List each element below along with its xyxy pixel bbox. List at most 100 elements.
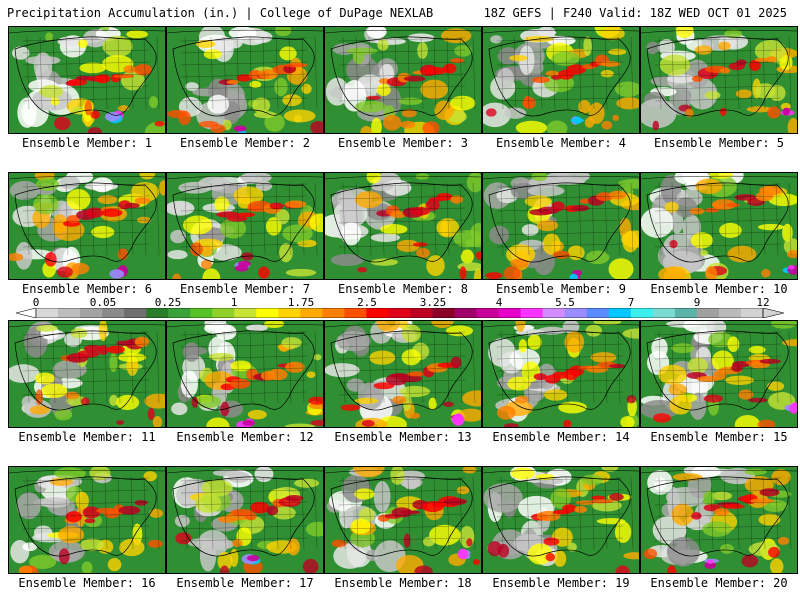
member-label: Ensemble Member: 8 [337,282,469,296]
header: Precipitation Accumulation (in.) | Colle… [0,0,800,24]
legend-swatch [322,308,345,318]
legend-tick-label: 3.25 [419,296,447,309]
ensemble-panel: Ensemble Member: 15 [640,320,798,444]
legend-swatch [652,308,676,318]
legend-tick-label: 7 [627,296,635,309]
legend-swatch [168,308,191,318]
precip-map [482,172,640,280]
ensemble-panel: Ensemble Member: 18 [324,466,482,590]
legend-swatch [278,308,301,318]
member-label: Ensemble Member: 20 [650,576,788,590]
legend-arrow-left [15,308,37,318]
legend-outline [35,308,764,318]
run-info: 18Z GEFS | F240 Valid: 18Z WED OCT 01 20… [483,6,787,20]
precip-map [324,466,482,574]
member-label: Ensemble Member: 6 [21,282,153,296]
ensemble-panel: Ensemble Member: 12 [166,320,324,444]
legend-tick-label: 0 [32,296,40,309]
legend-colorbar [15,308,785,318]
legend-swatch [674,308,698,318]
precip-map [482,26,640,134]
legend-arrow-right [762,308,785,318]
ensemble-panel: Ensemble Member: 6 [8,172,166,296]
legend-swatch [740,308,764,318]
member-label: Ensemble Member: 19 [492,576,630,590]
page-title: Precipitation Accumulation (in.) | Colle… [7,6,434,20]
legend-swatch [146,308,169,318]
legend-swatch [212,308,235,318]
precip-map [166,320,324,428]
legend-tick-label: 2.5 [357,296,377,309]
legend-swatch [234,308,257,318]
legend-swatch [454,308,477,318]
ensemble-panel: Ensemble Member: 4 [482,26,640,150]
precip-map [482,466,640,574]
legend-swatch [498,308,521,318]
ensemble-panel: Ensemble Member: 8 [324,172,482,296]
legend-tick-label: 1 [230,296,238,309]
precip-map [166,466,324,574]
legend-swatch [696,308,720,318]
member-label: Ensemble Member: 18 [334,576,472,590]
precip-map [640,172,798,280]
member-label: Ensemble Member: 1 [21,136,153,150]
legend-swatch [520,308,543,318]
precip-map [640,466,798,574]
member-label: Ensemble Member: 13 [334,430,472,444]
precip-map [8,466,166,574]
member-label: Ensemble Member: 7 [179,282,311,296]
member-label: Ensemble Member: 3 [337,136,469,150]
legend-swatch [36,308,59,318]
precip-map [324,26,482,134]
legend-swatch [718,308,742,318]
member-label: Ensemble Member: 2 [179,136,311,150]
legend-tick-label: 5.5 [555,296,575,309]
legend-swatch [80,308,103,318]
ensemble-panel: Ensemble Member: 10 [640,172,798,296]
legend-swatch [476,308,499,318]
ensemble-panel: Ensemble Member: 20 [640,466,798,590]
member-label: Ensemble Member: 14 [492,430,630,444]
precip-map [324,172,482,280]
precip-map [482,320,640,428]
legend-swatch [366,308,389,318]
legend-swatch [586,308,610,318]
member-label: Ensemble Member: 16 [18,576,156,590]
ensemble-panel: Ensemble Member: 11 [8,320,166,444]
legend-swatch [432,308,455,318]
precip-legend: 0 0.05 0.25 1 1.75 2.5 3.25 4 5.5 7 9 12 [0,296,800,318]
legend-swatch [410,308,433,318]
legend-tick-label: 12 [756,296,770,309]
legend-swatch [630,308,654,318]
ensemble-panel: Ensemble Member: 17 [166,466,324,590]
precip-map [8,172,166,280]
legend-swatch [58,308,81,318]
member-label: Ensemble Member: 11 [18,430,156,444]
ensemble-panel: Ensemble Member: 14 [482,320,640,444]
ensemble-panel: Ensemble Member: 3 [324,26,482,150]
legend-swatch [542,308,566,318]
precip-map [8,26,166,134]
member-label: Ensemble Member: 9 [495,282,627,296]
precip-map [640,26,798,134]
member-label: Ensemble Member: 4 [495,136,627,150]
legend-swatch [564,308,588,318]
legend-tick-label: 4 [495,296,503,309]
precip-map [166,26,324,134]
precip-map [324,320,482,428]
ensemble-panel: Ensemble Member: 5 [640,26,798,150]
legend-tick-label: 0.05 [89,296,117,309]
legend-swatch [190,308,213,318]
ensemble-panel: Ensemble Member: 19 [482,466,640,590]
ensemble-panel: Ensemble Member: 13 [324,320,482,444]
ensemble-panel: Ensemble Member: 2 [166,26,324,150]
legend-swatch [388,308,411,318]
legend-swatch [300,308,323,318]
legend-swatch [102,308,125,318]
ensemble-panel: Ensemble Member: 9 [482,172,640,296]
member-label: Ensemble Member: 15 [650,430,788,444]
precip-map [8,320,166,428]
member-label: Ensemble Member: 10 [650,282,788,296]
member-label: Ensemble Member: 17 [176,576,314,590]
legend-tick-label: 0.25 [154,296,182,309]
